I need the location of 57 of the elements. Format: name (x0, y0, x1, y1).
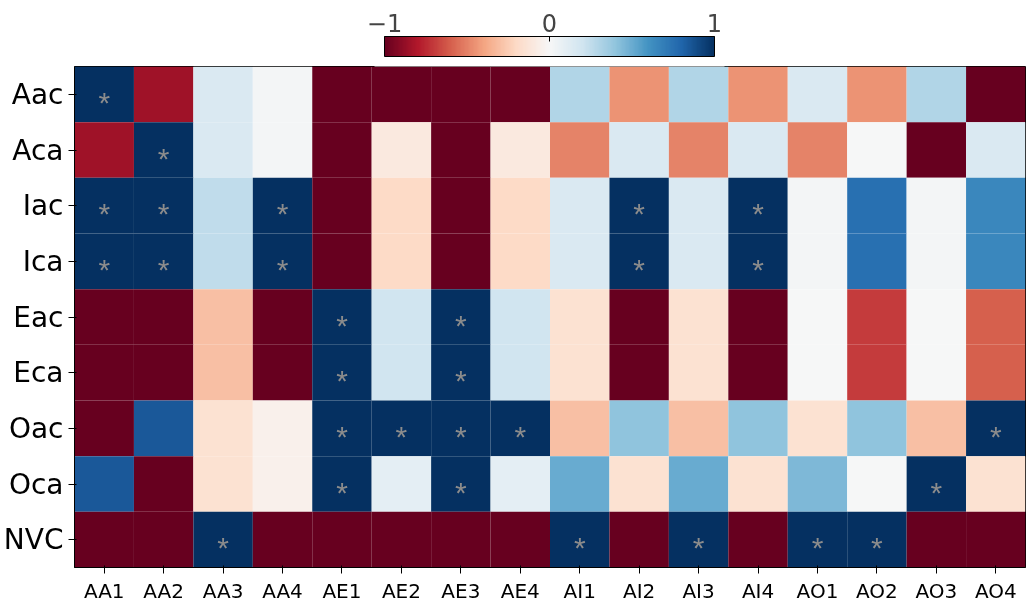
data-label: * (633, 252, 646, 286)
y-tick-label: Eac (13, 300, 64, 334)
y-tick-label: Aac (11, 77, 64, 111)
color-bar-label: 0 (541, 9, 558, 38)
data-label: * (157, 197, 170, 231)
data-label: * (752, 197, 765, 231)
data-label: * (395, 419, 408, 453)
x-tick-label: AE1 (322, 578, 362, 603)
y-tick-label: Aca (12, 133, 64, 167)
data-label: * (336, 364, 349, 398)
data-label: * (455, 308, 468, 342)
color-bar-label: −1 (366, 9, 403, 38)
x-tick-label: AO4 (974, 578, 1017, 603)
data-label: * (989, 419, 1002, 453)
data-label: * (455, 364, 468, 398)
y-tick-label: NVC (3, 523, 64, 557)
color-bar-label: 1 (706, 9, 723, 38)
data-label: * (276, 197, 289, 231)
x-tick-label: AO1 (796, 578, 839, 603)
x-tick-label: AA3 (202, 578, 244, 603)
x-tick-label: AE2 (381, 578, 421, 603)
x-tick-label: AO2 (856, 578, 898, 603)
y-tick-label: Eca (13, 356, 64, 390)
x-tick-label: AA1 (83, 578, 125, 603)
data-label: * (336, 308, 349, 342)
data-label: * (692, 531, 705, 565)
data-label: * (811, 531, 824, 565)
data-label: * (514, 419, 527, 453)
data-label: * (276, 252, 289, 286)
y-tick-label: Oac (8, 411, 64, 445)
y-tick-label: Iac (22, 189, 64, 223)
data-label: * (455, 475, 468, 509)
data-label: * (336, 419, 349, 453)
y-tick-label: Oca (8, 467, 64, 501)
data-label: * (157, 252, 170, 286)
x-tick-label: AI2 (623, 578, 656, 603)
data-label: * (336, 475, 349, 509)
data-label: * (217, 531, 230, 565)
data-label: * (930, 475, 943, 509)
x-tick-label: AI1 (563, 578, 596, 603)
x-tick-label: AA4 (262, 578, 303, 603)
data-label: * (98, 197, 111, 231)
data-label: * (633, 197, 646, 231)
data-label: * (871, 531, 884, 565)
data-label: * (98, 85, 111, 119)
x-tick-label: AA2 (143, 578, 184, 603)
data-label: * (157, 141, 170, 175)
x-tick-label: AO3 (915, 578, 958, 603)
data-label: * (98, 252, 111, 286)
x-tick-label: AE3 (441, 578, 481, 603)
x-tick-label: AE4 (500, 578, 540, 603)
x-tick-label: AI4 (741, 578, 775, 603)
y-tick-label: Ica (22, 244, 64, 278)
data-label: * (752, 252, 765, 286)
x-tick-label: AI3 (682, 578, 715, 603)
data-label: * (573, 531, 586, 565)
data-label: * (455, 419, 468, 453)
